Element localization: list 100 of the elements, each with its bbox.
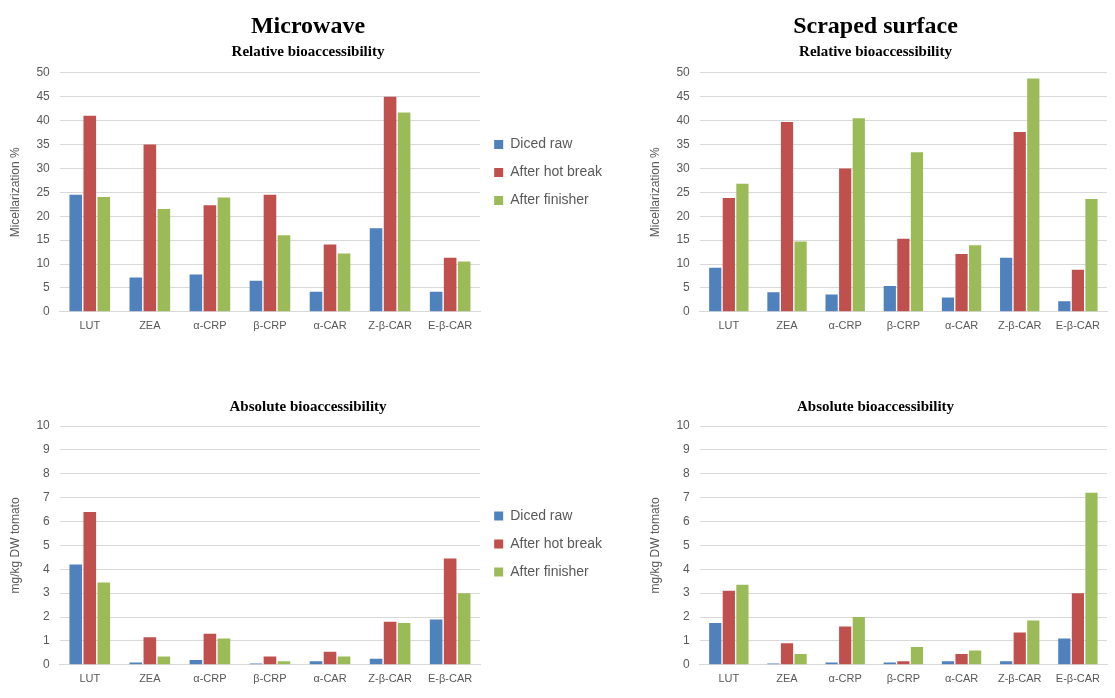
x-tick-label: Z-β-CAR [997,319,1042,332]
y-tick-label: 1 [43,633,51,648]
bar [955,253,968,312]
bar [143,144,157,312]
bar [83,115,97,312]
bar [1000,257,1013,312]
bar [443,257,457,312]
y-tick-label: 5 [43,537,51,552]
bar [941,661,955,665]
bar [1027,620,1040,665]
bar [263,194,277,312]
y-tick-label: 10 [676,256,691,271]
x-tick-label: E-β-CAR [1055,319,1101,332]
bar [883,285,896,312]
bar [249,280,263,312]
y-tick-label: 3 [683,585,691,600]
y-tick-label: 25 [676,184,691,199]
bar [839,168,852,312]
bar [767,292,780,312]
bar [397,112,411,312]
bar [143,637,157,665]
x-tick-label: LUT [718,672,740,685]
y-tick-label: 15 [676,232,691,247]
y-tick-label: 10 [36,256,51,271]
chart-subtitle: Relative bioaccessibility [799,42,953,59]
legend-label: After hot break [510,163,603,180]
bar [852,617,865,665]
x-tick-label: β-CRP [253,672,287,685]
bar [277,235,291,312]
y-tick-label: 15 [36,232,51,247]
bar [794,654,807,665]
bar [397,623,411,665]
y-tick-label: 45 [36,89,51,104]
y-tick-label: 40 [676,112,691,127]
bar [429,619,443,665]
y-tick-label: 40 [36,112,51,127]
x-tick-label: Z-β-CAR [368,672,412,685]
bar [794,241,807,312]
y-tick-label: 50 [676,65,691,80]
bar [263,656,277,665]
y-tick-label: 7 [43,489,51,504]
bar [825,294,838,312]
x-tick-label: LUT [79,672,101,685]
bar [157,209,171,312]
y-axis-title: Micellarization % [647,146,662,238]
bar [217,638,231,665]
bar [709,623,722,665]
x-tick-label: β-CRP [886,672,920,685]
bar [337,656,351,665]
bar [457,261,471,312]
bar [443,558,457,665]
bar [309,661,323,665]
x-tick-label: E-β-CAR [428,672,473,685]
bar [780,122,794,312]
bar [369,228,383,312]
y-tick-label: 2 [683,609,691,624]
x-tick-label: α-CAR [944,319,979,332]
y-tick-label: 35 [36,136,51,151]
bar [722,198,735,312]
y-tick-label: 5 [43,280,51,295]
legend-label: Diced raw [510,506,574,523]
y-tick-label: 8 [683,466,691,481]
bar [852,118,865,312]
y-tick-label: 0 [683,657,691,672]
bar [1058,301,1071,312]
y-tick-label: 4 [43,561,51,576]
bar [97,197,111,312]
bar [337,253,351,312]
y-tick-label: 50 [36,65,51,80]
chart-title: Microwave [250,11,366,38]
x-tick-label: Z-β-CAR [368,319,412,332]
y-tick-label: 9 [683,442,691,457]
y-tick-label: 9 [43,442,51,457]
bar [1085,198,1098,312]
bar [309,291,323,312]
bar [1085,492,1098,665]
y-tick-label: 1 [683,633,691,648]
x-tick-label: α-CRP [193,672,227,685]
bar [910,646,924,665]
chart-subtitle: Relative bioaccessibility [231,42,385,59]
bar [969,245,982,312]
bar [1013,132,1026,312]
chart-title: Scraped surface [793,11,959,38]
y-tick-label: 8 [43,466,51,481]
y-tick-label: 25 [36,184,51,199]
bar [736,584,749,665]
bar [897,238,910,312]
bar [1000,661,1013,665]
bar [780,643,794,665]
y-tick-label: 10 [676,418,691,433]
y-tick-label: 45 [676,89,691,104]
bar [1058,638,1071,665]
chart-title: Absolute bioaccessibility [796,397,955,414]
bar [323,651,337,665]
legend-label: After hot break [510,534,603,551]
bar [955,654,968,665]
x-tick-label: E-β-CAR [428,319,473,332]
bar [457,593,471,665]
y-tick-label: 20 [676,208,691,223]
y-tick-label: 30 [36,160,51,175]
